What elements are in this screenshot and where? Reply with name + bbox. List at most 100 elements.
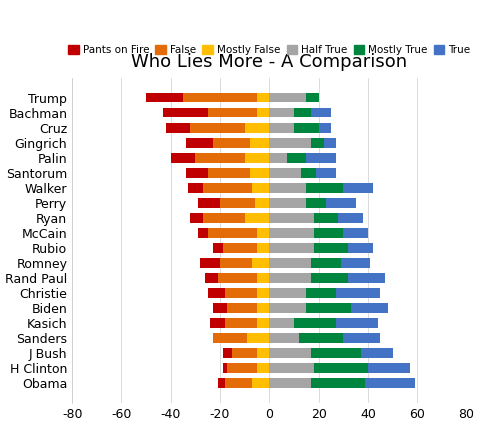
Bar: [185, 168, 207, 178]
Bar: [256, 303, 269, 313]
Bar: [183, 93, 256, 103]
Bar: [311, 348, 360, 358]
Bar: [197, 198, 219, 208]
Bar: [256, 363, 269, 373]
Bar: [335, 288, 380, 298]
Bar: [311, 378, 365, 388]
Bar: [225, 378, 252, 388]
Bar: [269, 378, 311, 388]
Bar: [256, 288, 269, 298]
Bar: [269, 213, 313, 223]
Bar: [166, 123, 190, 132]
Bar: [343, 333, 380, 343]
Bar: [313, 363, 367, 373]
Bar: [247, 333, 269, 343]
Bar: [348, 243, 372, 253]
Bar: [311, 273, 348, 283]
Bar: [269, 93, 306, 103]
Bar: [225, 318, 256, 328]
Bar: [185, 138, 212, 148]
Bar: [350, 303, 387, 313]
Bar: [163, 108, 207, 117]
Bar: [219, 258, 252, 268]
Bar: [256, 318, 269, 328]
Bar: [313, 243, 348, 253]
Bar: [311, 108, 330, 117]
Bar: [298, 333, 343, 343]
Bar: [313, 213, 338, 223]
Bar: [286, 153, 306, 162]
Bar: [367, 363, 409, 373]
Bar: [203, 183, 252, 193]
Bar: [318, 123, 330, 132]
Bar: [217, 273, 256, 283]
Bar: [269, 243, 313, 253]
Bar: [190, 213, 203, 223]
Bar: [269, 153, 286, 162]
Bar: [269, 273, 311, 283]
Bar: [249, 168, 269, 178]
Bar: [256, 243, 269, 253]
Bar: [207, 108, 256, 117]
Bar: [269, 288, 306, 298]
Bar: [207, 228, 256, 238]
Bar: [256, 348, 269, 358]
Bar: [313, 228, 343, 238]
Bar: [340, 258, 370, 268]
Bar: [212, 303, 227, 313]
Bar: [269, 138, 311, 148]
Bar: [190, 123, 244, 132]
Bar: [269, 318, 293, 328]
Bar: [315, 168, 335, 178]
Bar: [249, 138, 269, 148]
Bar: [269, 228, 313, 238]
Bar: [269, 348, 311, 358]
Bar: [301, 168, 315, 178]
Bar: [306, 288, 335, 298]
Bar: [244, 213, 269, 223]
Bar: [269, 303, 306, 313]
Bar: [244, 153, 269, 162]
Bar: [306, 303, 350, 313]
Bar: [293, 123, 318, 132]
Legend: Pants on Fire, False, Mostly False, Half True, Mostly True, True: Pants on Fire, False, Mostly False, Half…: [64, 41, 474, 59]
Bar: [203, 213, 244, 223]
Bar: [232, 348, 256, 358]
Bar: [256, 108, 269, 117]
Bar: [207, 288, 225, 298]
Bar: [269, 258, 311, 268]
Bar: [217, 378, 225, 388]
Bar: [256, 273, 269, 283]
Bar: [212, 243, 222, 253]
Bar: [219, 198, 254, 208]
Bar: [306, 198, 325, 208]
Bar: [227, 303, 256, 313]
Bar: [335, 318, 377, 328]
Bar: [222, 348, 232, 358]
Bar: [311, 138, 323, 148]
Bar: [293, 108, 311, 117]
Bar: [306, 153, 335, 162]
Bar: [200, 258, 219, 268]
Bar: [188, 183, 203, 193]
Bar: [256, 93, 269, 103]
Bar: [269, 333, 298, 343]
Bar: [197, 228, 207, 238]
Bar: [306, 183, 343, 193]
Bar: [269, 168, 301, 178]
Bar: [269, 198, 306, 208]
Bar: [343, 228, 367, 238]
Bar: [227, 363, 256, 373]
Bar: [256, 228, 269, 238]
Bar: [338, 213, 362, 223]
Bar: [225, 288, 256, 298]
Bar: [269, 363, 313, 373]
Bar: [325, 198, 355, 208]
Bar: [360, 348, 392, 358]
Bar: [343, 183, 372, 193]
Bar: [269, 123, 293, 132]
Bar: [311, 258, 340, 268]
Bar: [222, 363, 227, 373]
Bar: [146, 93, 183, 103]
Bar: [254, 198, 269, 208]
